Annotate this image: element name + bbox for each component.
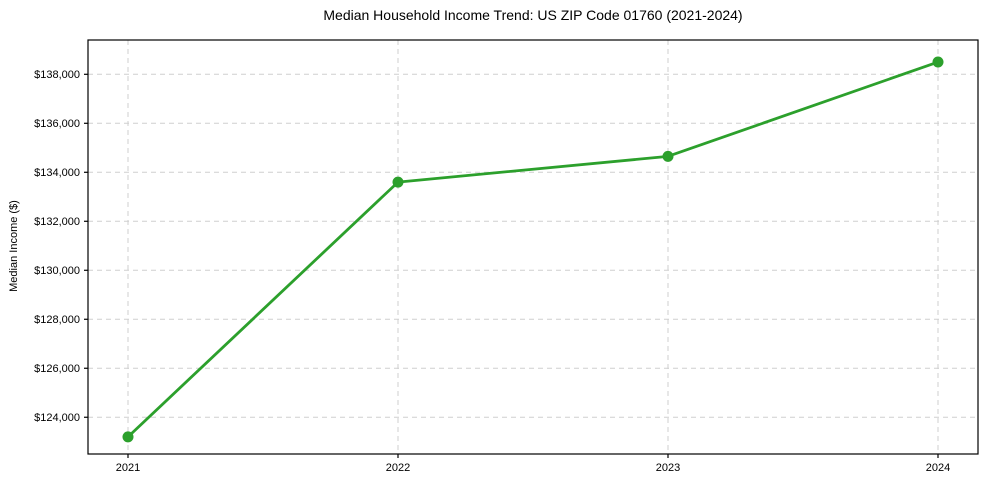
plot-border xyxy=(87,39,979,455)
data-point xyxy=(392,176,404,188)
income-trend-line xyxy=(126,60,940,439)
y-tick-label: $134,000 xyxy=(34,167,80,179)
y-tick-label: $136,000 xyxy=(34,118,80,130)
x-tick-label: 2022 xyxy=(386,462,410,474)
data-point xyxy=(932,56,944,68)
y-tick-label: $132,000 xyxy=(34,216,80,228)
y-tick-label: $124,000 xyxy=(34,412,80,424)
y-tick-label: $128,000 xyxy=(34,314,80,326)
x-tick-label: 2023 xyxy=(656,462,680,474)
x-tick-label: 2021 xyxy=(116,462,140,474)
data-point xyxy=(122,431,134,443)
y-tick-label: $130,000 xyxy=(34,265,80,277)
x-tick-label: 2024 xyxy=(926,462,950,474)
data-point xyxy=(662,150,674,162)
chart-title: Median Household Income Trend: US ZIP Co… xyxy=(323,7,743,23)
y-tick-label: $126,000 xyxy=(34,363,80,375)
y-tick-label: $138,000 xyxy=(34,69,80,81)
